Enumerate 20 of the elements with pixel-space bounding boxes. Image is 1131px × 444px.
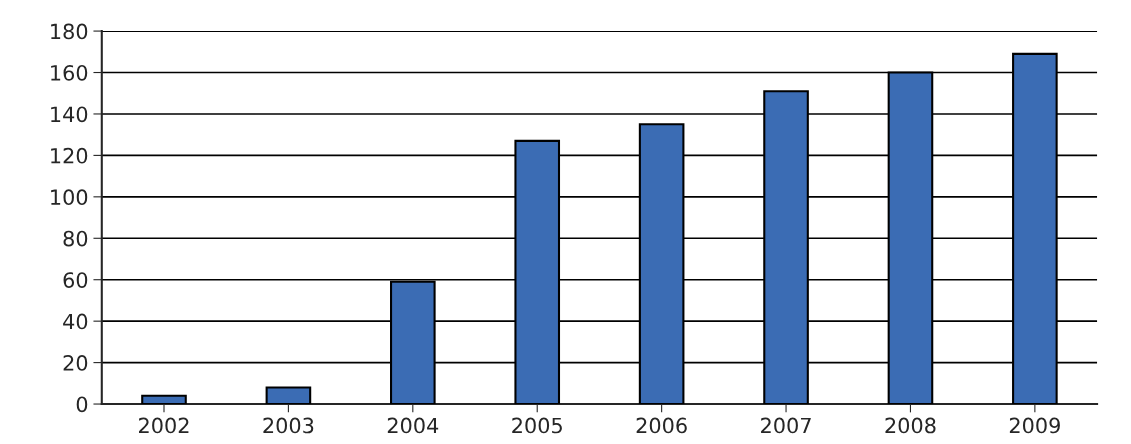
- y-tick-label: 60: [63, 272, 88, 288]
- y-tick-label: 120: [51, 147, 88, 164]
- y-tick-label: 40: [63, 313, 88, 330]
- x-tick-label: 2007: [761, 417, 811, 434]
- y-tick-label: 0: [76, 396, 88, 413]
- x-tick-label: 2002: [139, 417, 189, 434]
- y-tick-label: 20: [63, 355, 88, 371]
- x-tick-label: 2005: [512, 417, 562, 434]
- bar: [141, 394, 187, 405]
- y-tick-label: 100: [51, 189, 88, 206]
- x-tick-label: 2008: [885, 417, 936, 434]
- y-tick-label: 180: [51, 23, 88, 40]
- bar: [265, 386, 312, 405]
- y-tick-label: 160: [51, 64, 88, 81]
- x-tick-label: 2006: [636, 417, 687, 434]
- y-tick-label: 80: [63, 230, 88, 247]
- x-tick-label: 2009: [1009, 417, 1060, 434]
- y-tick-label: 140: [51, 106, 88, 123]
- x-tick-label: 2004: [387, 417, 439, 434]
- x-tick-label: 2003: [263, 417, 314, 434]
